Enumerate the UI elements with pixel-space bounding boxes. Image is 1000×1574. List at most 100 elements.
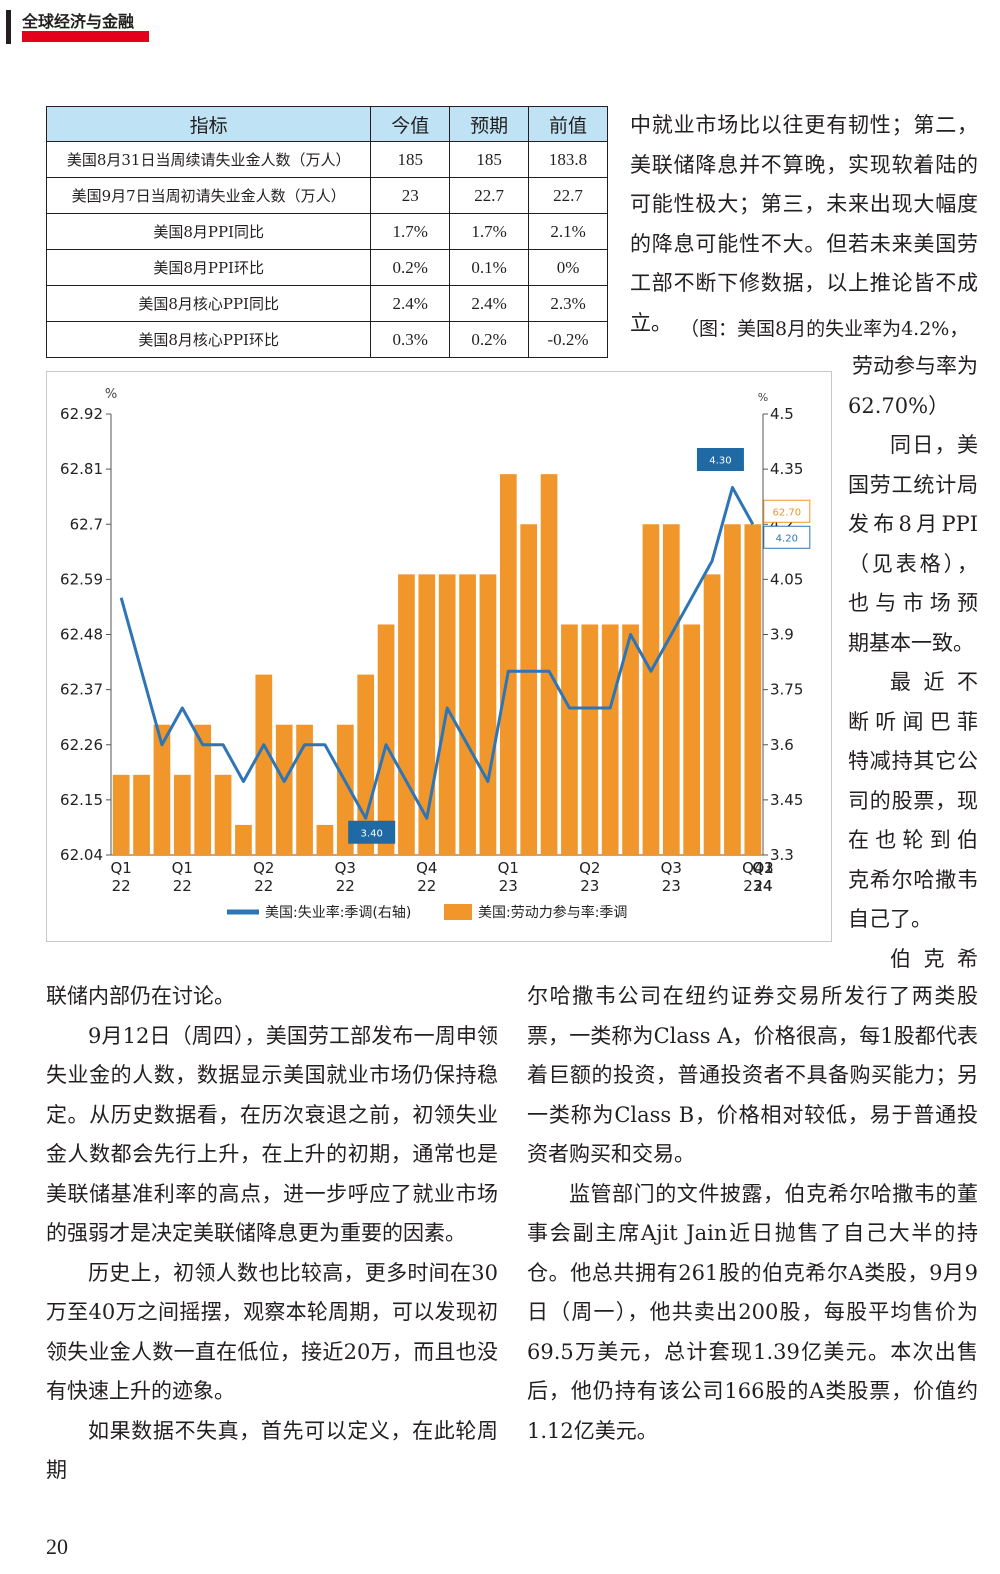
paragraph: 尔哈撒韦公司在纽约证券交易所发行了两类股票，一类称为Class A，价格很高，每… xyxy=(527,984,978,1166)
x-tick-year: 23 xyxy=(743,877,762,895)
value-cell: 0% xyxy=(528,249,608,286)
narrow-text-line: 断听闻巴菲 xyxy=(848,709,978,734)
participation-bar xyxy=(377,624,395,855)
participation-bar xyxy=(683,624,701,855)
table-row: 美国8月31日当周续请失业金人数（万人） 185 185 183.8 xyxy=(45,141,608,178)
narrow-text-line: 伯克希 xyxy=(890,946,978,971)
value-cell: 22.7 xyxy=(528,177,608,214)
x-tick-year: 22 xyxy=(173,877,192,895)
participation-bar xyxy=(194,724,212,855)
x-tick-quarter: Q1 xyxy=(752,859,773,877)
left-tick-label: 62.59 xyxy=(60,570,103,588)
value-cell: 0.1% xyxy=(449,249,530,286)
indicator-name-cell: 美国8月核心PPI环比 xyxy=(45,321,372,358)
narrow-text-line: 特减持其它公 xyxy=(848,749,978,773)
unemployment-line xyxy=(119,486,755,820)
value-cell: -0.2% xyxy=(528,321,608,358)
table-row: 美国9月7日当周初请失业金人数（万人） 23 22.7 22.7 xyxy=(45,177,608,214)
table-row: 美国8月PPI环比 0.2% 0.1% 0% xyxy=(45,249,608,286)
participation-bar xyxy=(581,624,599,855)
narrow-text-line: 期基本一致。 xyxy=(848,630,974,655)
right-tick-label: 3.45 xyxy=(770,791,803,809)
participation-bar xyxy=(662,524,680,855)
bar-last-label: 62.70 xyxy=(772,507,801,518)
participation-bar xyxy=(499,474,517,855)
header-accent-bar xyxy=(6,10,11,44)
right-tick-label: 4.5 xyxy=(770,405,794,423)
caption-continued: 劳动参与率为 62.70%） xyxy=(848,347,978,426)
value-cell: 0.3% xyxy=(370,321,451,358)
narrow-text-line: 也与市场预 xyxy=(848,591,978,615)
participation-bar xyxy=(316,824,334,855)
page-number: 20 xyxy=(46,1534,68,1559)
participation-bar xyxy=(214,774,232,855)
line-min-label: 3.40 xyxy=(361,828,383,839)
narrow-text-line: 克希尔哈撒韦 xyxy=(848,867,978,892)
table-row: 美国8月PPI同比 1.7% 1.7% 2.1% xyxy=(45,213,608,250)
value-cell: 0.2% xyxy=(370,249,451,286)
left-tick-label: 62.7 xyxy=(70,515,103,533)
participation-bar xyxy=(703,574,721,855)
paragraph: 联储内部仍在讨论。 xyxy=(46,984,235,1008)
x-tick-year: 24 xyxy=(753,877,772,895)
participation-bar xyxy=(561,624,578,855)
line-last-label: 4.20 xyxy=(776,533,798,544)
right-tick-label: 3.9 xyxy=(770,626,794,644)
right-axis-unit: % xyxy=(758,391,768,404)
caption-line2: 劳动参与率为 xyxy=(852,354,978,378)
col-header-previous: 前值 xyxy=(528,106,608,142)
participation-bar xyxy=(479,574,497,855)
x-tick-year: 24 xyxy=(753,877,772,895)
participation-bar xyxy=(520,524,538,855)
value-cell: 185 xyxy=(449,141,530,178)
value-cell: 2.4% xyxy=(370,285,451,322)
figure-caption-line1: （图：美国8月的失业率为4.2%， xyxy=(680,318,969,340)
participation-bar xyxy=(744,524,762,855)
participation-bar xyxy=(622,624,639,855)
legend-line-label: 美国:失业率:季调(右轴) xyxy=(265,904,411,921)
participation-bar xyxy=(153,724,171,855)
right-tick-label: 3.3 xyxy=(770,846,794,864)
x-tick-quarter: Q3 xyxy=(752,859,773,877)
left-axis-unit: % xyxy=(105,387,117,402)
section-title: 全球经济与金融 xyxy=(22,12,135,31)
narrow-text-line: 在也轮到伯 xyxy=(848,828,978,852)
line-min-label-box xyxy=(348,820,396,844)
table-row: 美国8月核心PPI环比 0.3% 0.2% -0.2% xyxy=(45,321,608,358)
value-cell: 2.3% xyxy=(528,285,608,322)
narrow-text-line: 国劳工统计局 xyxy=(848,472,978,497)
value-cell: 22.7 xyxy=(449,177,530,214)
participation-bar xyxy=(398,574,415,855)
paragraph: 9月12日（周四），美国劳工部发布一周申领失业金的人数，数据显示美国就业市场仍保… xyxy=(46,1023,498,1246)
header-red-underline xyxy=(22,31,149,42)
right-tick-label: 4.05 xyxy=(770,570,803,588)
participation-bar xyxy=(275,724,293,855)
narrow-right-column: 同日，美 国劳工统计局 发布8月PPI （见表格）， 也与市场预 期基本一致。 最近不 断听闻… xyxy=(848,426,978,979)
indicator-name-cell: 美国8月核心PPI同比 xyxy=(45,285,372,322)
narrow-text-line: 发布8月PPI xyxy=(848,512,978,536)
value-cell: 0.2% xyxy=(449,321,530,358)
value-cell: 23 xyxy=(370,177,451,214)
indicator-name-cell: 美国8月31日当周续请失业金人数（万人） xyxy=(45,141,372,178)
participation-bar xyxy=(255,674,273,855)
participation-bar xyxy=(642,524,660,855)
narrow-text-line: （见表格）， xyxy=(848,551,978,576)
x-tick-year: 23 xyxy=(580,877,599,895)
x-tick-year: 22 xyxy=(336,877,355,895)
participation-bar xyxy=(235,824,252,855)
x-tick-quarter: Q2 xyxy=(579,859,600,877)
left-tick-label: 62.26 xyxy=(60,736,103,754)
line-max-label-box xyxy=(696,448,744,471)
col-header-current: 今值 xyxy=(370,106,451,142)
legend-bar-label: 美国:劳动力参与率:季调 xyxy=(478,904,627,921)
right-tick-label: 3.6 xyxy=(770,736,794,754)
paragraph: 监管部门的文件披露，伯克希尔哈撒韦的董事会副主席Ajit Jain近日抛售了自己… xyxy=(527,1181,978,1443)
value-cell: 1.7% xyxy=(370,213,451,250)
narrow-text-line: 同日，美 xyxy=(890,433,978,457)
value-cell: 185 xyxy=(370,141,451,178)
left-tick-label: 62.15 xyxy=(60,791,103,809)
value-cell: 1.7% xyxy=(449,213,530,250)
participation-bar xyxy=(540,474,558,855)
paragraph: 历史上，初领人数也比较高，更多时间在30万至40万之间摇摆，观察本轮周期，可以发… xyxy=(46,1260,498,1404)
left-tick-label: 62.37 xyxy=(60,681,103,699)
